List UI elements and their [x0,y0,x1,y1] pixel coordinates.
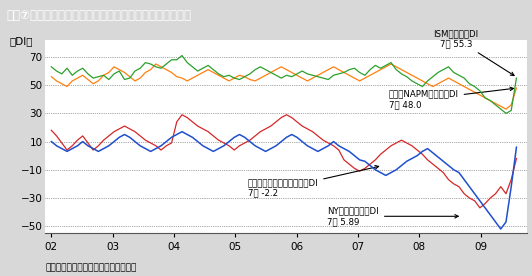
Text: フィラデルフィア新規受注DI
7月 -2.2: フィラデルフィア新規受注DI 7月 -2.2 [247,166,379,198]
Text: 図表⑦：米国新規受注推移　～秋口の生産大幅増加は確実: 図表⑦：米国新規受注推移 ～秋口の生産大幅増加は確実 [6,9,192,22]
Text: NY連銀新規受注DI
7月 5.89: NY連銀新規受注DI 7月 5.89 [327,207,458,226]
Text: ISM新規受注DI
7月 55.3: ISM新規受注DI 7月 55.3 [434,29,514,76]
Text: シカゴNAPM新規受注DI
7月 48.0: シカゴNAPM新規受注DI 7月 48.0 [389,87,513,109]
Y-axis label: （DI）: （DI） [10,36,33,46]
Text: 出所：ブルームバーグ、武者リサーチ: 出所：ブルームバーグ、武者リサーチ [45,264,137,272]
